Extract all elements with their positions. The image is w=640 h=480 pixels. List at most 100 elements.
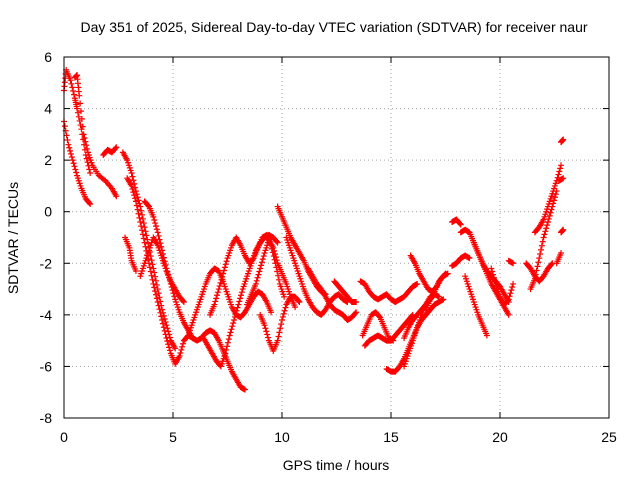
data-point xyxy=(69,157,76,164)
data-point xyxy=(223,258,230,265)
data-point xyxy=(238,292,245,299)
data-point xyxy=(129,173,136,180)
data-point xyxy=(551,194,558,201)
data-point xyxy=(130,189,137,196)
data-point xyxy=(161,315,168,322)
y-tick-label: 6 xyxy=(44,49,52,65)
data-point xyxy=(61,123,68,130)
data-point xyxy=(274,239,281,246)
data-point xyxy=(542,228,549,235)
data-point xyxy=(149,276,156,283)
series-track-af xyxy=(488,265,517,308)
data-point xyxy=(152,288,159,295)
data-point xyxy=(74,105,81,112)
data-point xyxy=(83,155,90,162)
data-point xyxy=(135,197,142,204)
x-tick-label: 10 xyxy=(274,429,290,445)
data-point xyxy=(163,265,170,272)
data-point xyxy=(225,336,232,343)
data-point xyxy=(132,268,139,275)
data-point xyxy=(165,341,172,348)
x-tick-label: 5 xyxy=(169,429,177,445)
data-point xyxy=(150,265,157,272)
data-point xyxy=(152,273,159,280)
data-point xyxy=(180,340,187,347)
data-point xyxy=(67,150,74,157)
data-point xyxy=(249,256,256,263)
data-point xyxy=(147,268,154,275)
data-point xyxy=(491,277,498,284)
data-point xyxy=(252,280,259,287)
series-track-f xyxy=(124,175,196,367)
data-point xyxy=(164,338,171,345)
data-point xyxy=(236,298,243,305)
x-tick-label: 20 xyxy=(492,429,508,445)
data-point xyxy=(135,210,142,217)
data-point xyxy=(490,274,497,281)
data-point xyxy=(65,141,72,148)
data-point xyxy=(155,232,162,239)
data-point xyxy=(141,224,148,231)
data-point xyxy=(270,244,277,251)
data-point xyxy=(160,254,167,261)
data-point xyxy=(272,254,279,261)
data-point xyxy=(560,136,567,143)
data-point xyxy=(222,261,229,268)
data-point xyxy=(257,265,264,272)
data-point xyxy=(152,291,159,298)
data-point xyxy=(138,223,145,230)
data-point xyxy=(212,298,219,305)
data-point xyxy=(533,267,540,274)
data-point xyxy=(144,236,151,243)
data-point xyxy=(259,256,266,263)
data-point xyxy=(159,320,166,327)
series-track-al xyxy=(558,226,567,236)
data-point xyxy=(276,329,283,336)
data-point xyxy=(265,334,272,341)
data-point xyxy=(220,270,227,277)
data-point xyxy=(274,337,281,344)
data-point xyxy=(113,193,120,200)
data-point xyxy=(261,322,268,329)
data-point xyxy=(133,202,140,209)
data-point xyxy=(152,277,159,284)
data-point xyxy=(229,323,236,330)
data-point xyxy=(137,219,144,226)
data-point xyxy=(130,177,137,184)
data-point xyxy=(159,247,166,254)
data-point xyxy=(296,298,303,305)
data-point xyxy=(156,236,163,243)
data-point xyxy=(167,280,174,287)
data-point xyxy=(148,257,155,264)
data-point xyxy=(180,298,187,305)
y-tick-label: 2 xyxy=(44,152,52,168)
data-point xyxy=(156,306,163,313)
data-point xyxy=(558,162,565,169)
data-point xyxy=(234,304,241,311)
data-point xyxy=(456,220,463,227)
data-point xyxy=(224,343,231,350)
data-point xyxy=(256,268,263,275)
data-point xyxy=(558,249,565,256)
data-point xyxy=(275,333,282,340)
data-point xyxy=(390,337,397,344)
data-point xyxy=(151,216,158,223)
y-tick-label: -6 xyxy=(40,358,53,374)
data-point xyxy=(228,326,235,333)
series-track-u xyxy=(359,309,397,344)
data-point xyxy=(510,280,517,287)
x-tick-label: 25 xyxy=(601,429,617,445)
data-point xyxy=(128,170,135,177)
data-point xyxy=(281,293,288,300)
data-point xyxy=(78,108,85,115)
data-point xyxy=(254,274,261,281)
data-point xyxy=(224,339,231,346)
data-point xyxy=(264,331,271,338)
data-point xyxy=(541,231,548,238)
data-point xyxy=(71,163,78,170)
data-point xyxy=(163,335,170,342)
data-point xyxy=(166,347,173,354)
data-point xyxy=(214,289,221,296)
y-axis-label: SDTVAR / TECUs xyxy=(5,182,21,294)
